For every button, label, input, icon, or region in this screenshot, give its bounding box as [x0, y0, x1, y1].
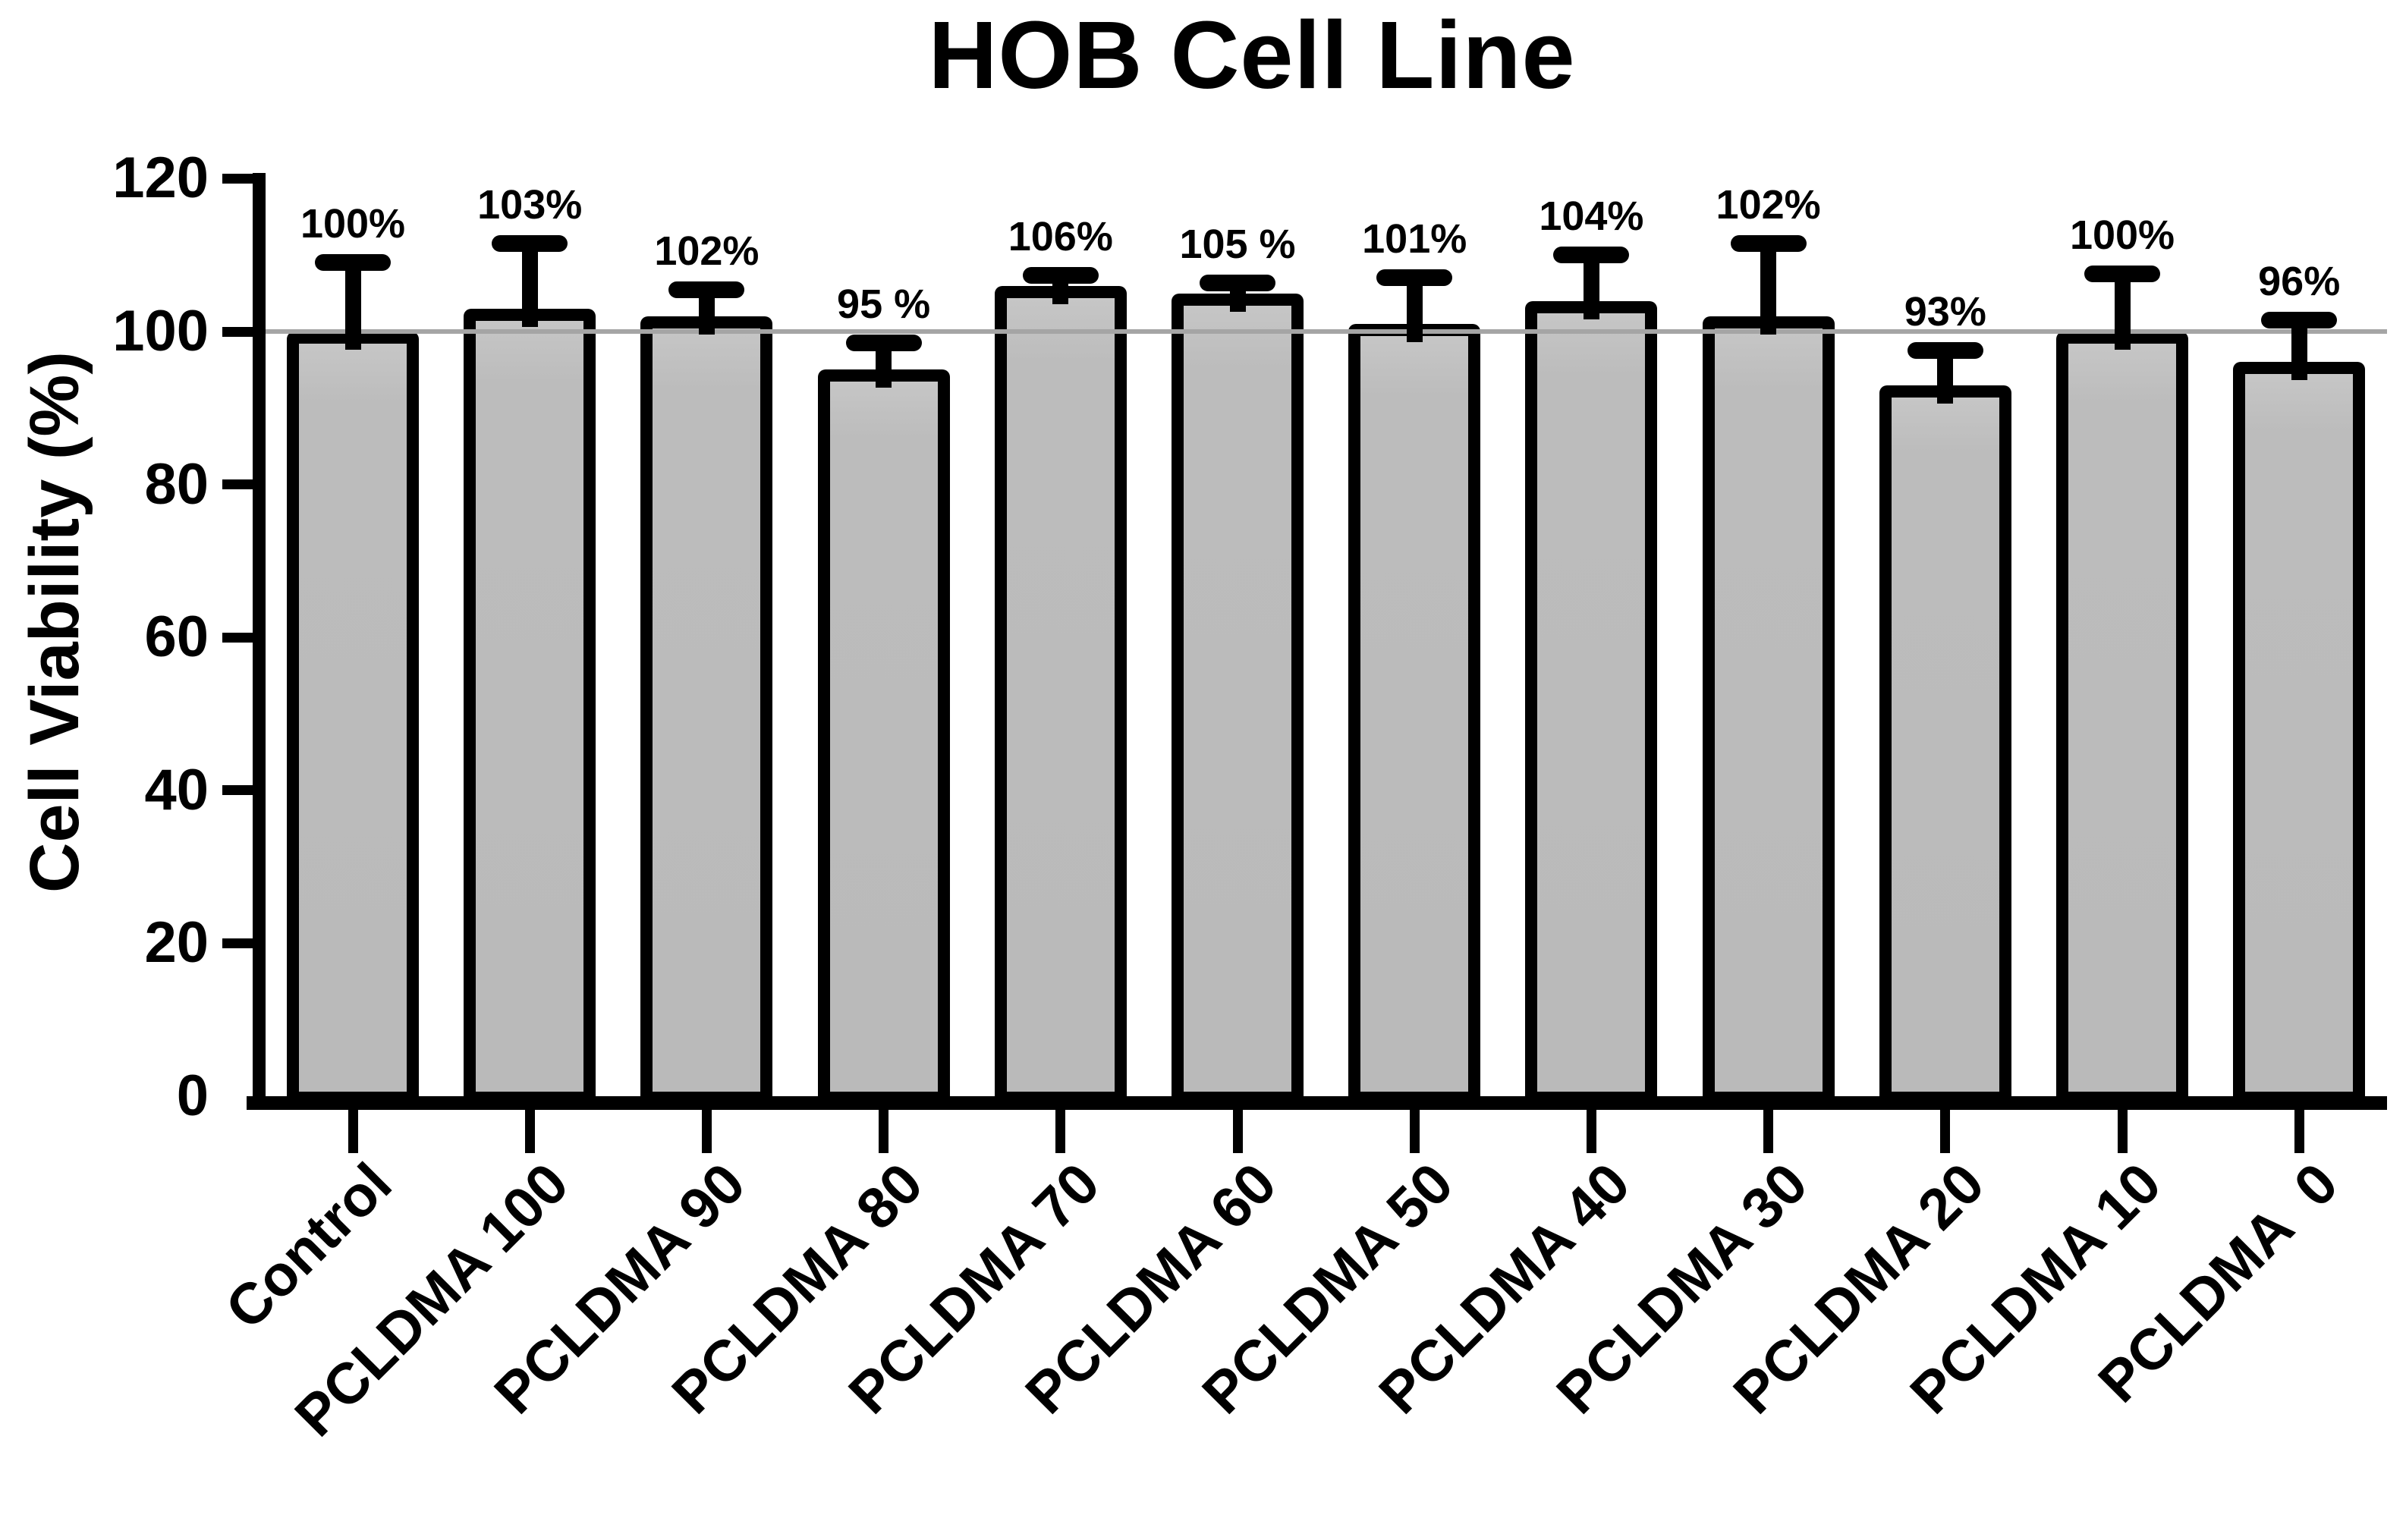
error-bar-stem — [698, 289, 715, 335]
x-tick — [1763, 1110, 1774, 1153]
x-tick — [348, 1110, 358, 1153]
y-tick — [222, 632, 254, 643]
y-tick — [222, 938, 254, 948]
x-tick — [701, 1110, 712, 1153]
bar — [817, 369, 950, 1104]
error-bar-cap — [1730, 235, 1807, 253]
error-bar-stem — [1406, 278, 1423, 342]
error-bar-stem — [344, 262, 361, 350]
error-bar-cap — [315, 254, 391, 272]
error-bar-cap — [1022, 267, 1099, 284]
y-tick-label: 100 — [112, 299, 209, 363]
bar — [1525, 300, 1658, 1104]
x-tick — [2117, 1110, 2128, 1153]
error-bar-cap — [2084, 266, 2160, 283]
y-tick — [222, 785, 254, 796]
x-tick — [1232, 1110, 1243, 1153]
error-bar-cap — [1553, 247, 1630, 264]
error-bar-stem — [1760, 244, 1777, 335]
x-tick — [524, 1110, 535, 1153]
bar — [2056, 332, 2188, 1104]
y-tick — [222, 479, 254, 490]
y-tick-label: 0 — [176, 1064, 209, 1128]
error-bar-cap — [1907, 342, 1983, 360]
x-tick — [2294, 1110, 2304, 1153]
bar — [1172, 293, 1304, 1104]
error-bar-cap — [492, 235, 568, 253]
x-tick — [1586, 1110, 1596, 1153]
y-tick — [222, 326, 254, 337]
bar-value-label: 100% — [2069, 212, 2175, 259]
error-bar-stem — [521, 244, 538, 327]
bar — [2233, 362, 2366, 1104]
reference-line-100 — [266, 329, 2387, 334]
bar — [1348, 323, 1481, 1104]
y-tick — [222, 173, 254, 184]
bar — [287, 332, 419, 1104]
error-bar-stem — [2291, 319, 2307, 381]
chart-figure: HOB Cell Line Cell Viability (%) 0 20 40 60… — [16, 2, 2387, 1449]
x-axis-line — [247, 1096, 2387, 1110]
error-bar-cap — [1200, 275, 1275, 292]
bar-value-label: 100% — [300, 201, 406, 247]
bar — [1879, 385, 2011, 1104]
bar-value-label: 102% — [1716, 182, 1821, 228]
error-bar-stem — [1937, 350, 1954, 404]
x-tick — [1409, 1110, 1420, 1153]
error-bar-cap — [668, 281, 745, 298]
bar — [464, 308, 596, 1104]
bar-value-label: 93% — [1904, 289, 1986, 335]
y-tick-label: 40 — [144, 757, 209, 822]
error-bar-stem — [876, 343, 892, 388]
y-tick-label: 20 — [144, 910, 209, 976]
y-tick-label: 120 — [112, 146, 209, 211]
y-axis-line — [253, 173, 266, 1110]
error-bar-cap — [1376, 269, 1453, 287]
bar-value-label: 101% — [1362, 216, 1467, 262]
error-bar-stem — [2114, 274, 2131, 350]
error-bar-cap — [845, 335, 922, 352]
x-tick — [879, 1110, 889, 1153]
error-bar-cap — [2261, 311, 2338, 328]
x-tick — [1055, 1110, 1066, 1153]
bar-value-label: 105 % — [1179, 222, 1296, 268]
bar — [994, 285, 1127, 1104]
plot-area: 0 20 40 60 80 100 120 100% Control 103% PCLDMA 100… — [112, 146, 2366, 1449]
y-tick-label: 60 — [144, 605, 209, 670]
chart-title: HOB Cell Line — [928, 2, 1576, 108]
bar-value-label: 103% — [477, 182, 583, 228]
error-bar-stem — [1583, 255, 1599, 319]
bar-value-label: 96% — [2258, 258, 2341, 304]
bar — [640, 316, 773, 1104]
bar-value-label: 106% — [1008, 214, 1113, 260]
bar-value-label: 95 % — [837, 281, 931, 328]
bar-value-label: 102% — [654, 228, 760, 274]
bar — [1702, 316, 1835, 1104]
y-tick-label: 80 — [144, 451, 209, 517]
bar-value-label: 104% — [1539, 193, 1644, 240]
x-tick — [1940, 1110, 1951, 1153]
